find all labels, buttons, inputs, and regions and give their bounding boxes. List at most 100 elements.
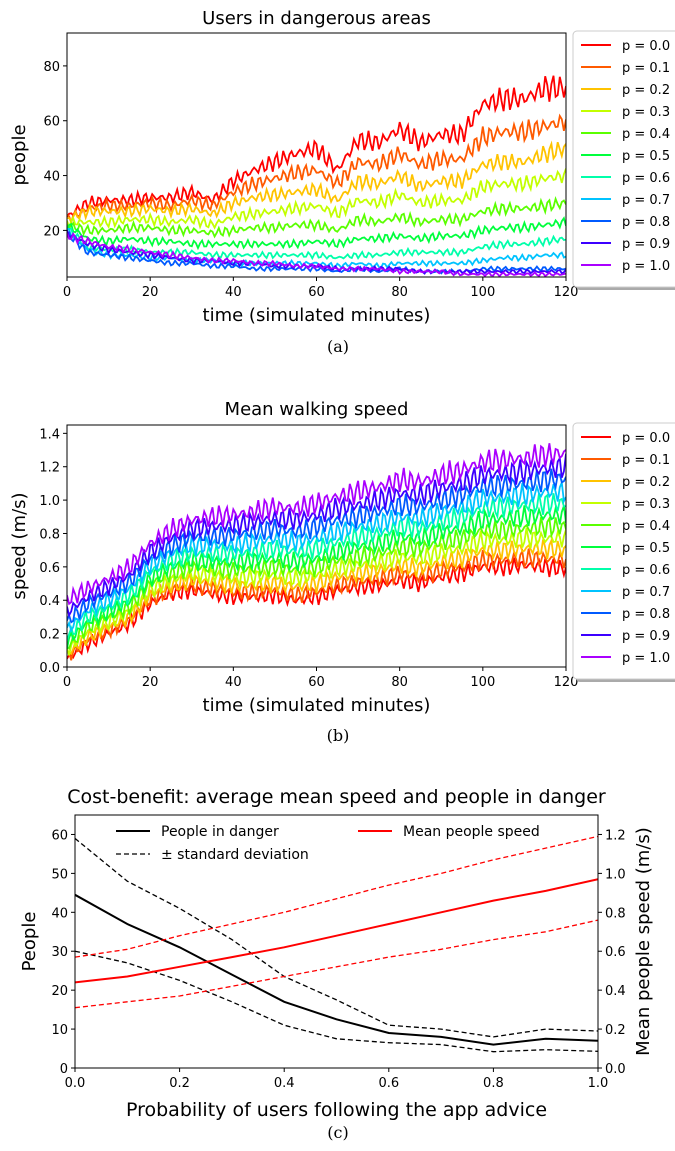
legend-box (572, 422, 675, 680)
legend-box (572, 30, 675, 288)
y-tick-label: 1.2 (39, 461, 60, 476)
series-line-4 (67, 196, 566, 239)
legend-label: p = 0.3 (622, 497, 670, 512)
x-tick-label: 100 (470, 675, 495, 690)
y-tick-label: 1.4 (39, 427, 60, 442)
y-tick-label: 0.2 (39, 628, 60, 643)
y-tick-label: 40 (51, 906, 68, 921)
series-line-3 (67, 168, 566, 230)
legend: p = 0.0 p = 0.1 p = 0.2 p = 0.3 p = 0.4 p = 0… (572, 30, 675, 290)
chart-title: Cost-benefit: average mean speed and peo… (67, 786, 606, 808)
legend-label: Mean people speed (403, 824, 540, 840)
legend-label: p = 0.7 (622, 585, 670, 600)
y-tick-label: 0.6 (39, 561, 60, 576)
x-tick-label: 60 (308, 675, 325, 690)
y-tick-label: 30 (51, 945, 68, 960)
series-line-3 (75, 878, 598, 984)
x-tick-label: 120 (554, 285, 579, 300)
series-line-8 (67, 468, 566, 624)
legend-label: p = 0.2 (622, 83, 670, 98)
plot-area (75, 835, 598, 1053)
legend-label: p = 1.0 (622, 259, 670, 274)
x-tick-label: 80 (391, 285, 408, 300)
series-line-10 (67, 443, 566, 606)
y2-axis-label: Mean people speed (m/s) (633, 827, 654, 1056)
chart-0: Users in dangerous areas 0 20 40 60 80 100 120 2… (9, 8, 675, 326)
legend-label: p = 0.2 (622, 475, 670, 490)
x-tick-label: 0 (63, 285, 71, 300)
x-tick-label: 60 (308, 285, 325, 300)
legend-label: p = 0.1 (622, 61, 670, 76)
y-tick-label: 0.8 (39, 527, 60, 542)
legend-label: p = 0.4 (622, 127, 670, 142)
series-line-0 (67, 75, 566, 218)
y-axis-label: People (19, 912, 40, 972)
legend-label: p = 0.8 (622, 607, 670, 622)
y-tick-label: 0.4 (39, 594, 60, 609)
x-axis-label: time (simulated minutes) (203, 305, 431, 326)
y-tick-label: 20 (43, 224, 60, 239)
x-tick-label: 0.6 (378, 1076, 399, 1091)
y-tick-label: 60 (43, 115, 60, 130)
legend-label: p = 0.6 (622, 171, 670, 186)
x-tick-label: 0.8 (483, 1076, 504, 1091)
subfigure-caption: (c) (327, 1123, 348, 1142)
y-tick-label: 0 (60, 1062, 68, 1077)
x-axis-label: time (simulated minutes) (203, 695, 431, 716)
series-line-0 (75, 893, 598, 1046)
legend-label: p = 0.1 (622, 453, 670, 468)
x-tick-label: 100 (470, 285, 495, 300)
x-tick-label: 80 (391, 675, 408, 690)
y2-tick-label: 0.8 (605, 906, 626, 921)
series-line-2 (67, 537, 566, 656)
y-axis-label: speed (m/s) (9, 492, 30, 599)
legend-label: p = 0.5 (622, 149, 670, 164)
series-line-1 (67, 548, 566, 661)
legend-label: ± standard deviation (161, 847, 309, 863)
x-tick-label: 0.0 (65, 1076, 86, 1091)
y-tick-label: 50 (51, 867, 68, 882)
y-tick-label: 10 (51, 1023, 68, 1038)
y-tick-label: 1.0 (39, 494, 60, 509)
y-tick-label: 60 (51, 828, 68, 843)
series-line-5 (75, 919, 598, 1009)
legend: People in danger ± standard deviation Mean… (116, 824, 540, 863)
legend-label: People in danger (161, 824, 279, 840)
y-tick-label: 80 (43, 60, 60, 75)
chart-title: Users in dangerous areas (202, 8, 431, 29)
series-line-10 (67, 231, 566, 277)
y2-tick-label: 0.6 (605, 945, 626, 960)
legend-label: p = 0.7 (622, 193, 670, 208)
y-axis-label: people (9, 124, 30, 185)
x-tick-label: 1.0 (588, 1076, 609, 1091)
plot-area (67, 75, 566, 277)
y2-tick-label: 0.0 (605, 1062, 626, 1077)
y2-tick-label: 1.2 (605, 828, 626, 843)
y2-tick-label: 0.4 (605, 984, 626, 999)
x-tick-label: 0.4 (274, 1076, 295, 1091)
x-tick-label: 120 (554, 675, 579, 690)
series-line-9 (67, 453, 566, 618)
legend-label: p = 0.9 (622, 629, 670, 644)
chart-1: Mean walking speed 0 20 40 60 80 100 120 0.0 0.2 0… (9, 399, 675, 716)
x-tick-label: 20 (142, 675, 159, 690)
x-tick-label: 0 (63, 675, 71, 690)
legend-label: p = 0.0 (622, 39, 670, 54)
y2-tick-label: 1.0 (605, 867, 626, 882)
series-line-5 (67, 216, 566, 251)
legend: p = 0.0 p = 0.1 p = 0.2 p = 0.3 p = 0.4 p = 0… (572, 422, 675, 682)
series-line-8 (67, 231, 566, 276)
y-tick-label: 0.0 (39, 661, 60, 676)
legend-label: p = 0.5 (622, 541, 670, 556)
subfigure-caption: (b) (327, 726, 350, 745)
chart-2: Cost-benefit: average mean speed and peo… (19, 786, 654, 1121)
series-line-4 (75, 835, 598, 958)
x-tick-label: 20 (142, 285, 159, 300)
x-axis-label: Probability of users following the app a… (126, 1099, 547, 1121)
series-line-4 (67, 515, 566, 650)
y-tick-label: 40 (43, 170, 60, 185)
legend-label: p = 0.6 (622, 563, 670, 578)
legend-label: p = 0.9 (622, 237, 670, 252)
y2-tick-label: 0.2 (605, 1023, 626, 1038)
